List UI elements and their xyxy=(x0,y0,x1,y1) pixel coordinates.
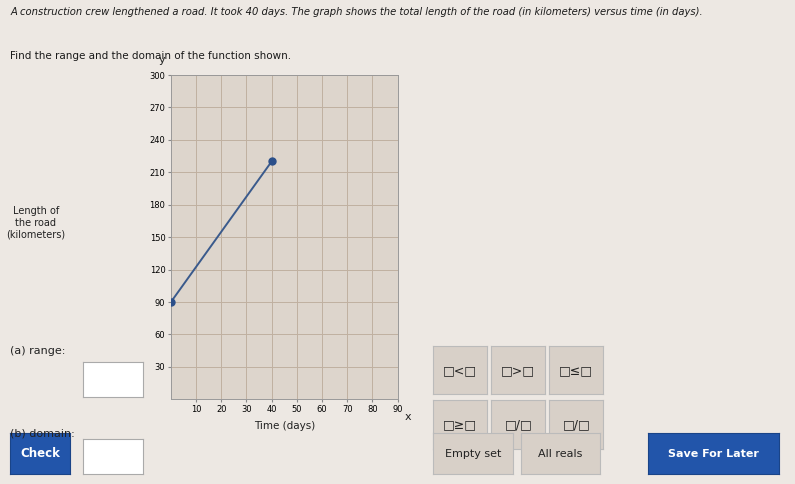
Text: All reals: All reals xyxy=(538,449,583,459)
Text: Length of
the road
(kilometers): Length of the road (kilometers) xyxy=(6,206,65,239)
Text: □/□: □/□ xyxy=(505,418,532,431)
Point xyxy=(266,158,278,166)
Text: Check: Check xyxy=(20,447,60,460)
Text: □≥□: □≥□ xyxy=(444,418,477,431)
Text: □<□: □<□ xyxy=(444,364,477,377)
Text: (b) domain:: (b) domain: xyxy=(10,428,75,439)
X-axis label: Time (days): Time (days) xyxy=(254,421,315,431)
Text: y: y xyxy=(158,55,165,65)
Text: Empty set: Empty set xyxy=(445,449,501,459)
Text: A construction crew lengthened a road. It took 40 days. The graph shows the tota: A construction crew lengthened a road. I… xyxy=(10,7,703,17)
Point xyxy=(165,298,177,306)
Text: Save For Later: Save For Later xyxy=(668,449,759,459)
Text: □/□: □/□ xyxy=(563,418,590,431)
Text: □≤□: □≤□ xyxy=(560,364,593,377)
Text: Find the range and the domain of the function shown.: Find the range and the domain of the fun… xyxy=(10,51,292,61)
Text: □>□: □>□ xyxy=(502,364,535,377)
Text: x: x xyxy=(405,412,411,422)
Text: (a) range:: (a) range: xyxy=(10,346,66,356)
